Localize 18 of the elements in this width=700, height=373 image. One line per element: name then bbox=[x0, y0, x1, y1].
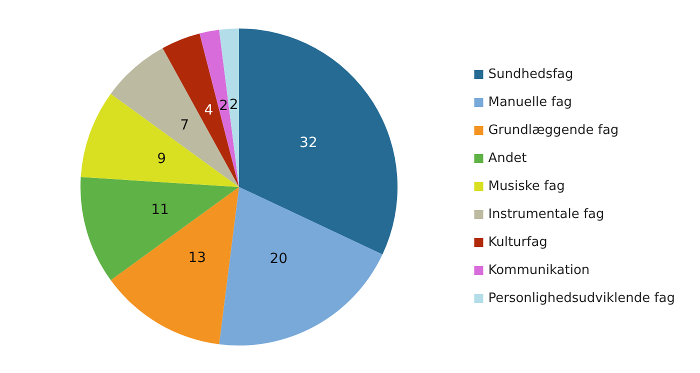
legend-label: Grundlæggende fag bbox=[488, 123, 619, 138]
data-label: 7 bbox=[180, 117, 190, 134]
legend-label: Andet bbox=[488, 151, 527, 166]
data-label: 11 bbox=[151, 202, 169, 218]
legend-label: Musiske fag bbox=[488, 179, 565, 194]
legend-label: Kommunikation bbox=[488, 263, 590, 278]
legend-label: Manuelle fag bbox=[488, 95, 572, 110]
data-label: 2 bbox=[219, 98, 228, 114]
data-label: 9 bbox=[157, 151, 166, 168]
data-label: 32 bbox=[300, 134, 318, 151]
data-label: 2 bbox=[229, 96, 238, 113]
legend-label: Instrumentale fag bbox=[488, 207, 604, 222]
data-label: 20 bbox=[270, 251, 288, 268]
legend-label: Kulturfag bbox=[488, 235, 548, 250]
data-label: 13 bbox=[188, 250, 206, 266]
legend-label: Personlighedsudviklende fag bbox=[488, 291, 676, 306]
legend-label: Sundhedsfag bbox=[488, 67, 574, 82]
data-label: 4 bbox=[204, 102, 214, 119]
